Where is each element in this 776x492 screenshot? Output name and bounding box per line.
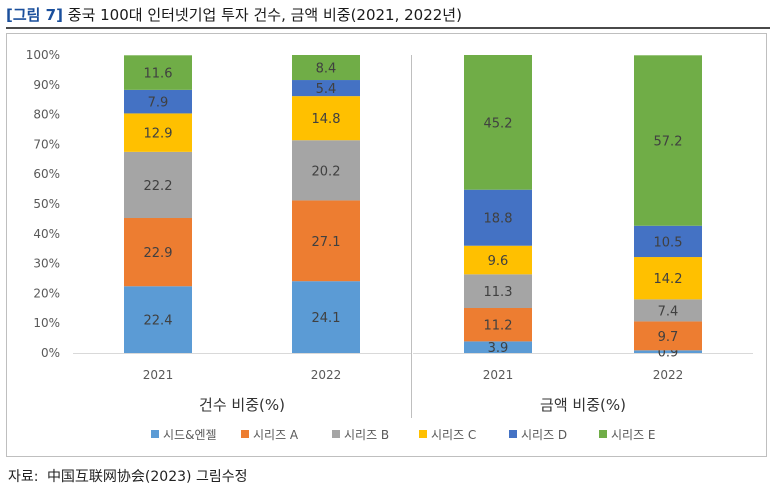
data-label: 22.2 (144, 179, 173, 194)
legend-swatch (599, 430, 607, 438)
group-axis-label: 건수 비중(%) (199, 396, 285, 414)
bar-segment (464, 245, 532, 275)
y-tick-label: 100% (26, 48, 60, 62)
title-rule (6, 27, 770, 29)
data-label: 20.2 (312, 164, 341, 179)
y-tick-label: 60% (33, 167, 60, 181)
stacked-bar-chart: 0% 10% 20% 30% 40% 50% 60% 70% 80% 90% 100% 22.4 22.… (26, 48, 753, 442)
bar-segment (634, 257, 702, 300)
bar-segment (292, 96, 360, 141)
data-label: 27.1 (312, 235, 341, 250)
bar-segment (464, 55, 532, 190)
data-label: 45.2 (484, 116, 513, 131)
bar-segment (124, 218, 192, 287)
data-label: 11.2 (484, 319, 513, 334)
legend-swatch (509, 430, 517, 438)
bar-segment (292, 80, 360, 97)
bar-segment (292, 281, 360, 353)
data-label: 9.7 (658, 330, 679, 345)
figure-title-text: 중국 100대 인터넷기업 투자 건수, 금액 비중(2021, 2022년) (67, 6, 462, 24)
data-label: 22.4 (144, 314, 173, 329)
source-note: 자료: 中国互联网协会(2023) 그림수정 (8, 466, 247, 486)
data-label: 7.4 (658, 304, 679, 319)
data-label: 14.8 (312, 112, 341, 127)
bar-segment (124, 113, 192, 152)
legend-label: 시리즈 E (611, 428, 656, 442)
data-label: 22.9 (144, 246, 173, 261)
bar-segment (464, 274, 532, 309)
bar-segment (634, 225, 702, 258)
x-tick-label: 2022 (311, 368, 342, 382)
bar-segment (292, 55, 360, 81)
bar-segment (292, 140, 360, 201)
y-tick-label: 10% (33, 316, 60, 330)
chart-frame: 0% 10% 20% 30% 40% 50% 60% 70% 80% 90% 100% 22.4 22.… (6, 33, 767, 457)
source-text: 中国互联网协会(2023) 그림수정 (46, 469, 248, 485)
y-tick-label: 50% (33, 197, 60, 211)
legend-label: 시리즈 D (521, 428, 567, 442)
data-label: 18.8 (484, 212, 513, 227)
bar-segment (634, 299, 702, 322)
bar-segment (464, 308, 532, 342)
legend-swatch (151, 430, 159, 438)
bar-segment (634, 55, 702, 226)
data-label: 7.9 (148, 96, 169, 111)
bar-segment (124, 89, 192, 114)
legend-label: 시드&엔젤 (163, 428, 217, 442)
data-label: 57.2 (654, 135, 683, 150)
bar-segment (292, 200, 360, 282)
data-label: 9.6 (488, 254, 509, 269)
y-tick-label: 20% (33, 286, 60, 300)
y-tick-label: 90% (33, 78, 60, 92)
bar-segment (124, 151, 192, 219)
data-label: 24.1 (312, 311, 341, 326)
bar-segment (124, 286, 192, 353)
legend-swatch (332, 430, 340, 438)
figure-number: [그림 7] (6, 6, 63, 24)
legend-swatch (241, 430, 249, 438)
data-label: 3.9 (488, 341, 509, 356)
y-tick-label: 70% (33, 137, 60, 151)
x-tick-label: 2021 (143, 368, 174, 382)
source-label: 자료: (8, 469, 39, 485)
data-label: 8.4 (316, 62, 337, 77)
bar-segment (124, 55, 192, 90)
data-label: 10.5 (654, 235, 683, 250)
x-tick-label: 2021 (483, 368, 514, 382)
legend-swatch (419, 430, 427, 438)
data-label: 11.3 (484, 285, 513, 300)
y-tick-label: 80% (33, 108, 60, 122)
bar-segment (464, 341, 532, 353)
bar-segment (464, 189, 532, 246)
bar-segment (634, 321, 702, 351)
y-tick-label: 0% (41, 346, 60, 360)
data-label: 14.2 (654, 272, 683, 287)
data-label: 12.9 (144, 127, 173, 142)
data-label: 5.4 (316, 82, 337, 97)
y-tick-label: 30% (33, 257, 60, 271)
legend-label: 시리즈 B (344, 428, 389, 442)
x-tick-label: 2022 (653, 368, 684, 382)
legend-label: 시리즈 C (431, 428, 476, 442)
figure-title: [그림 7] 중국 100대 인터넷기업 투자 건수, 금액 비중(2021, … (6, 4, 462, 25)
legend-label: 시리즈 A (253, 428, 299, 442)
data-label: 11.6 (144, 67, 173, 82)
y-tick-label: 40% (33, 227, 60, 241)
group-axis-label: 금액 비중(%) (540, 396, 626, 414)
bar-segment (634, 350, 702, 353)
